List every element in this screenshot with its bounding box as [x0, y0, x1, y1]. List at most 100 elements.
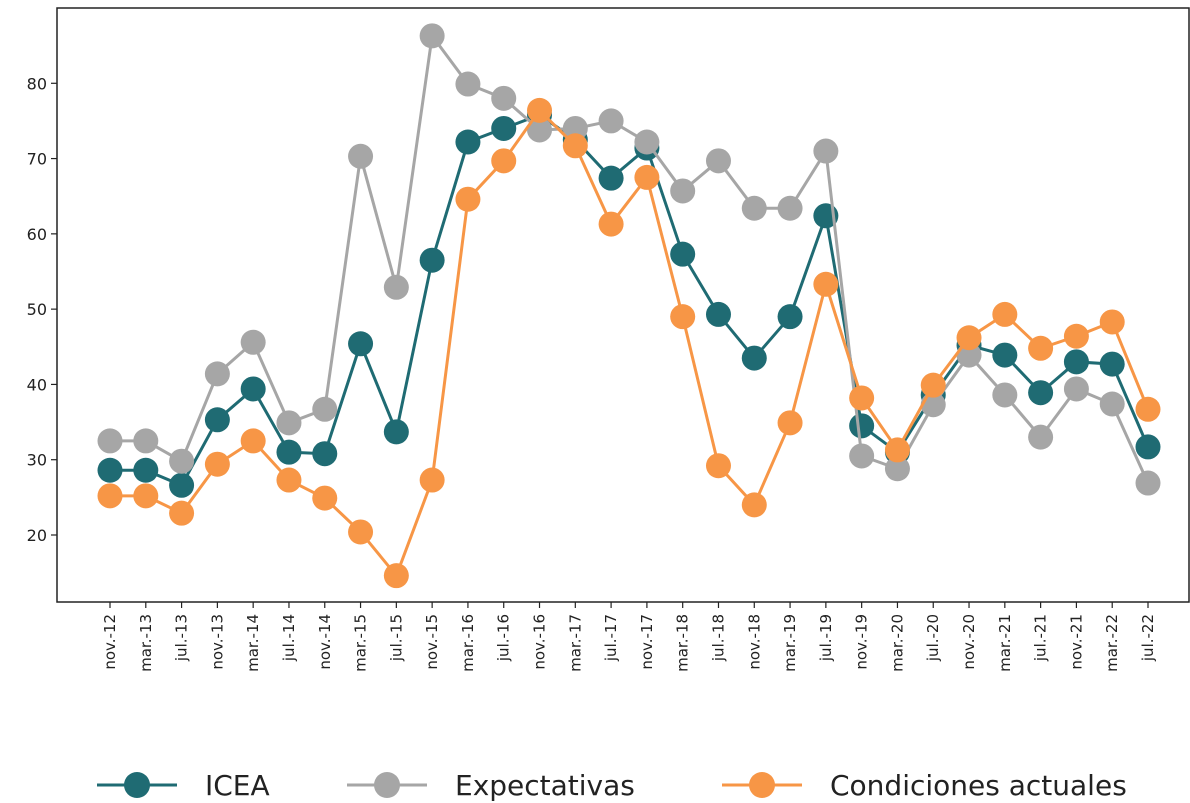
point — [992, 301, 1018, 327]
point — [741, 345, 767, 371]
point — [276, 410, 302, 436]
y-tick-label: 30 — [27, 451, 47, 470]
x-tick-label: jul.-20 — [924, 614, 942, 662]
point — [204, 451, 230, 477]
point — [849, 385, 875, 411]
series-line — [110, 32, 1150, 484]
point — [97, 428, 123, 454]
point — [204, 407, 230, 433]
x-tick-label: jul.-16 — [495, 614, 513, 662]
x-tick-label: jul.-21 — [1032, 614, 1050, 662]
point — [956, 342, 982, 368]
point — [97, 457, 123, 483]
x-tick-label: jul.-22 — [1139, 614, 1157, 662]
point — [133, 457, 159, 483]
point — [634, 164, 660, 190]
point — [419, 247, 445, 273]
point — [1135, 434, 1161, 460]
x-tick-label: mar.-17 — [566, 614, 584, 672]
point — [562, 115, 588, 141]
point — [455, 186, 481, 212]
legend-label: Condiciones actuales — [830, 769, 1127, 802]
legend-label: Expectativas — [455, 769, 635, 802]
point — [491, 148, 517, 174]
point — [670, 241, 696, 267]
point — [455, 129, 481, 155]
point — [527, 117, 553, 143]
point — [348, 331, 374, 357]
x-tick-label: jul.-17 — [602, 614, 620, 662]
point — [383, 274, 409, 300]
x-tick-label: jul.-18 — [709, 614, 727, 662]
point — [312, 441, 338, 467]
point — [419, 467, 445, 493]
point — [169, 448, 195, 474]
x-tick-label: mar.-13 — [137, 614, 155, 672]
point — [348, 519, 374, 545]
legend-marker — [749, 772, 775, 798]
point — [383, 419, 409, 445]
point — [849, 413, 875, 439]
point — [1099, 391, 1125, 417]
point — [1099, 351, 1125, 377]
x-tick-label: nov.-19 — [853, 614, 871, 670]
series-line — [110, 113, 1150, 488]
x-tick-label: nov.-18 — [745, 614, 763, 670]
point — [133, 428, 159, 454]
point — [705, 301, 731, 327]
point — [670, 304, 696, 330]
point — [169, 500, 195, 526]
y-tick-label: 50 — [27, 300, 47, 319]
point — [598, 108, 624, 134]
x-tick-label: mar.-20 — [888, 614, 906, 672]
point — [1099, 309, 1125, 335]
legend-label: ICEA — [205, 769, 270, 802]
x-tick-label: nov.-17 — [638, 614, 656, 670]
point — [1135, 470, 1161, 496]
point — [992, 342, 1018, 368]
point — [419, 23, 445, 49]
point — [884, 437, 910, 463]
point — [455, 71, 481, 97]
point — [491, 85, 517, 111]
point — [491, 115, 517, 141]
x-tick-label: jul.-19 — [817, 614, 835, 662]
x-tick-label: nov.-12 — [101, 614, 119, 670]
point — [240, 428, 266, 454]
x-tick-label: mar.-16 — [459, 614, 477, 672]
point — [992, 382, 1018, 408]
point — [1028, 380, 1054, 406]
x-tick-label: nov.-16 — [531, 614, 549, 670]
point — [777, 410, 803, 436]
point — [1063, 376, 1089, 402]
point — [169, 472, 195, 498]
point — [97, 483, 123, 509]
point — [240, 329, 266, 355]
point — [562, 133, 588, 159]
point — [133, 483, 159, 509]
point — [849, 443, 875, 469]
point — [813, 271, 839, 297]
legend-marker — [374, 772, 400, 798]
point — [1063, 349, 1089, 375]
series-line — [110, 108, 1150, 579]
point — [383, 563, 409, 589]
legend-marker — [124, 772, 150, 798]
point — [705, 148, 731, 174]
x-tick-label: nov.-14 — [316, 614, 334, 670]
x-tick-label: mar.-19 — [781, 614, 799, 672]
x-tick-label: jul.-15 — [387, 614, 405, 662]
point — [813, 138, 839, 164]
point — [634, 129, 660, 155]
point — [240, 376, 266, 402]
point — [312, 396, 338, 422]
point — [348, 143, 374, 169]
x-tick-label: mar.-15 — [352, 614, 370, 672]
y-tick-label: 20 — [27, 526, 47, 545]
y-tick-label: 60 — [27, 225, 47, 244]
x-tick-label: nov.-15 — [423, 614, 441, 670]
plot-frame — [56, 7, 1190, 603]
point — [705, 453, 731, 479]
point — [1028, 335, 1054, 361]
